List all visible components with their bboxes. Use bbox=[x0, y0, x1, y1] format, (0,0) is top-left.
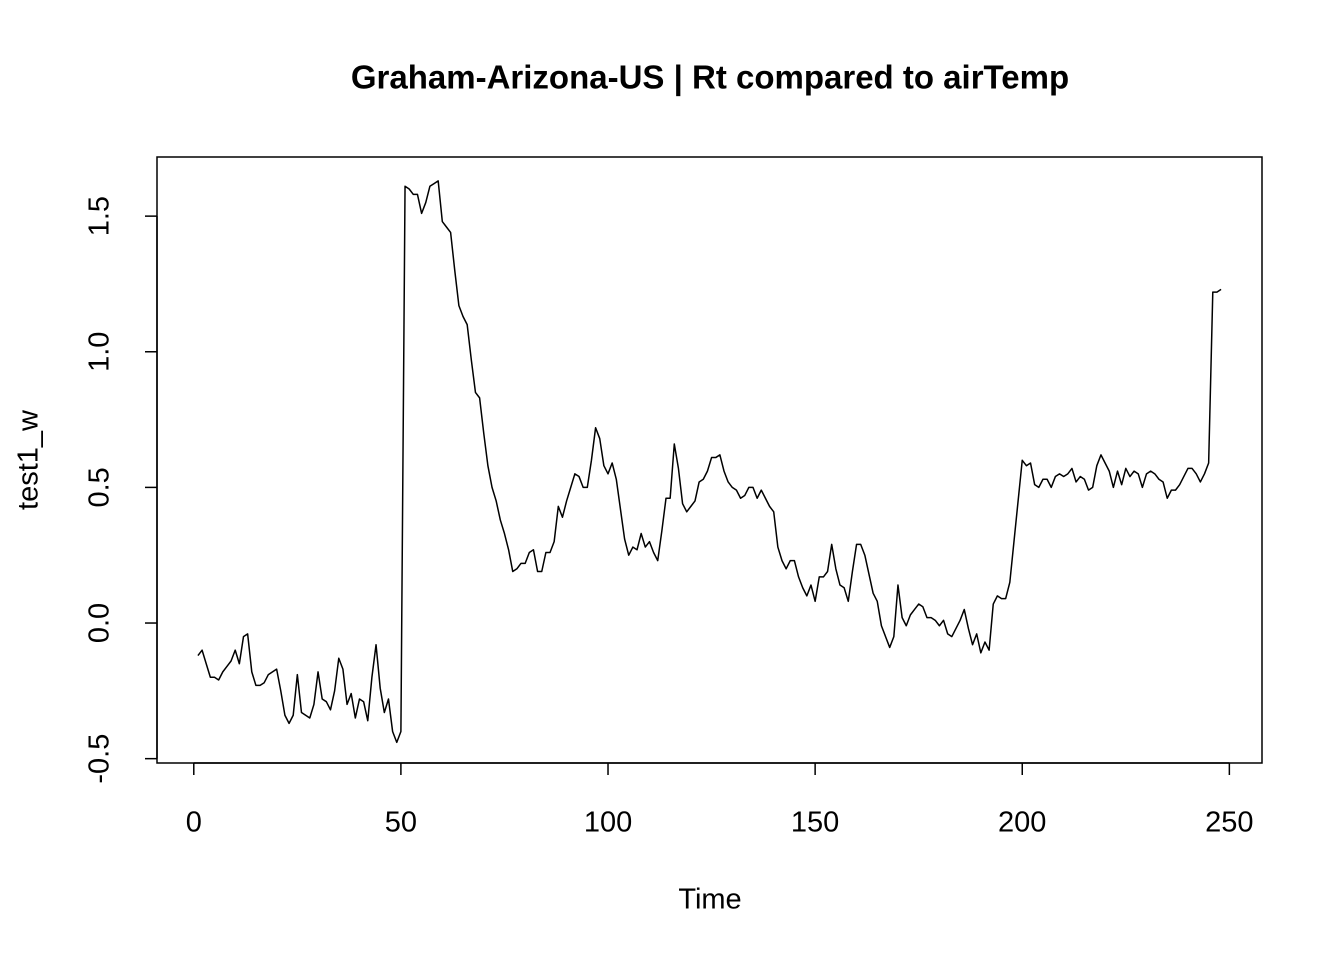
y-axis-label: test1_w bbox=[13, 409, 45, 510]
x-tick-label: 250 bbox=[1205, 807, 1253, 839]
y-tick-label: -0.5 bbox=[84, 734, 116, 784]
series-line bbox=[197, 180, 1222, 744]
x-axis-label: Time bbox=[678, 884, 741, 916]
plot-box bbox=[156, 156, 1263, 764]
y-tick-label: 0.0 bbox=[84, 603, 116, 643]
x-tick-label: 100 bbox=[584, 807, 632, 839]
x-tick-label: 200 bbox=[998, 807, 1046, 839]
x-tick-label: 150 bbox=[791, 807, 839, 839]
x-tick-label: 0 bbox=[186, 807, 202, 839]
chart-title: Graham-Arizona-US | Rt compared to airTe… bbox=[351, 59, 1069, 96]
y-tick-label: 1.5 bbox=[84, 196, 116, 236]
y-tick-label: 1.0 bbox=[84, 332, 116, 372]
x-tick-label: 50 bbox=[385, 807, 417, 839]
y-tick-label: 0.5 bbox=[84, 467, 116, 507]
